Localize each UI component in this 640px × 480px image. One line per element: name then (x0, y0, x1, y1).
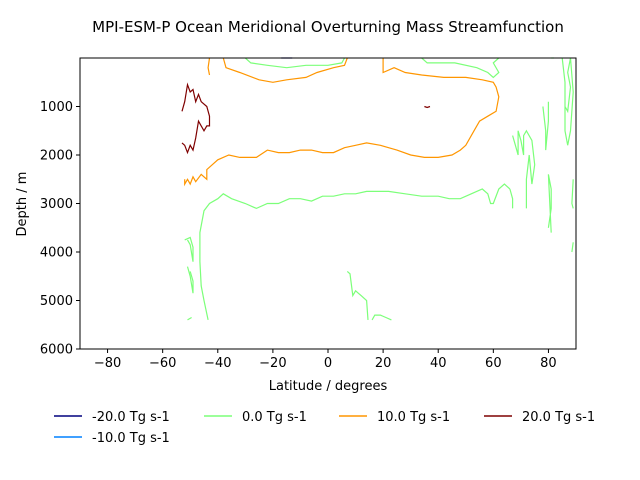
contour-line-4-1 (424, 105, 431, 109)
legend-label: -10.0 Tg s-1 (92, 431, 170, 446)
x-tick-label: −60 (149, 356, 176, 371)
contour-line-3-0 (207, 57, 211, 76)
contour-line-2-10 (542, 101, 550, 151)
y-tick-label: 2000 (40, 149, 73, 164)
contour-line-2-15 (571, 242, 574, 253)
contour-line-2-5 (199, 183, 511, 321)
x-tick-label: 40 (430, 356, 447, 371)
contour-line-2-3 (186, 266, 194, 294)
plot-area (181, 57, 574, 321)
y-axis-label: Depth / m (15, 172, 30, 237)
legend-label: 10.0 Tg s-1 (377, 410, 450, 425)
x-tick-label: 20 (375, 356, 392, 371)
x-tick-label: 80 (540, 356, 557, 371)
legend-item: -10.0 Tg s-1 (54, 431, 170, 446)
x-tick-label: 0 (324, 356, 332, 371)
contour-line-2-14 (571, 179, 574, 209)
legend: -20.0 Tg s-1 -10.0 Tg s-1 0.0 Tg s-1 10.0 T… (54, 410, 595, 446)
contour-line-2-1 (421, 57, 500, 79)
contour-line-2-6 (346, 270, 369, 320)
legend-item: 0.0 Tg s-1 (204, 410, 307, 425)
x-tick-label: −80 (94, 356, 121, 371)
legend-item: 10.0 Tg s-1 (339, 410, 450, 425)
x-axis: −80 −60 −40 −20 0 20 40 60 80 (94, 349, 557, 371)
contour-line-2-13 (561, 57, 574, 146)
contour-line-2-11 (547, 174, 552, 233)
contour-line-2-7 (371, 314, 392, 321)
contour-line-4-0 (181, 82, 211, 155)
legend-label: 0.0 Tg s-1 (242, 410, 307, 425)
contour-line-3-1 (222, 57, 348, 83)
y-tick-label: 5000 (40, 294, 73, 309)
y-tick-label: 1000 (40, 100, 73, 115)
y-axis: 1000 2000 3000 4000 5000 6000 (40, 100, 80, 358)
contour-line-2-8 (509, 188, 514, 209)
y-tick-label: 6000 (40, 343, 73, 358)
legend-label: -20.0 Tg s-1 (92, 410, 170, 425)
contour-line-2-4 (187, 316, 192, 321)
legend-item: -20.0 Tg s-1 (54, 410, 170, 425)
contour-line-2-2 (184, 236, 194, 262)
x-axis-label: Latitude / degrees (269, 379, 388, 394)
x-tick-label: 60 (485, 356, 502, 371)
contour-line-2-9 (512, 129, 536, 209)
y-tick-label: 3000 (40, 197, 73, 212)
contour-line-2-0 (244, 57, 346, 69)
chart-title: MPI-ESM-P Ocean Meridional Overturning M… (92, 18, 564, 36)
y-tick-label: 4000 (40, 246, 73, 261)
x-tick-label: −40 (204, 356, 231, 371)
legend-label: 20.0 Tg s-1 (522, 410, 595, 425)
legend-item: 20.0 Tg s-1 (484, 410, 595, 425)
plot-frame (79, 57, 577, 350)
contour-line-3-2 (184, 58, 500, 187)
x-tick-label: −20 (259, 356, 286, 371)
